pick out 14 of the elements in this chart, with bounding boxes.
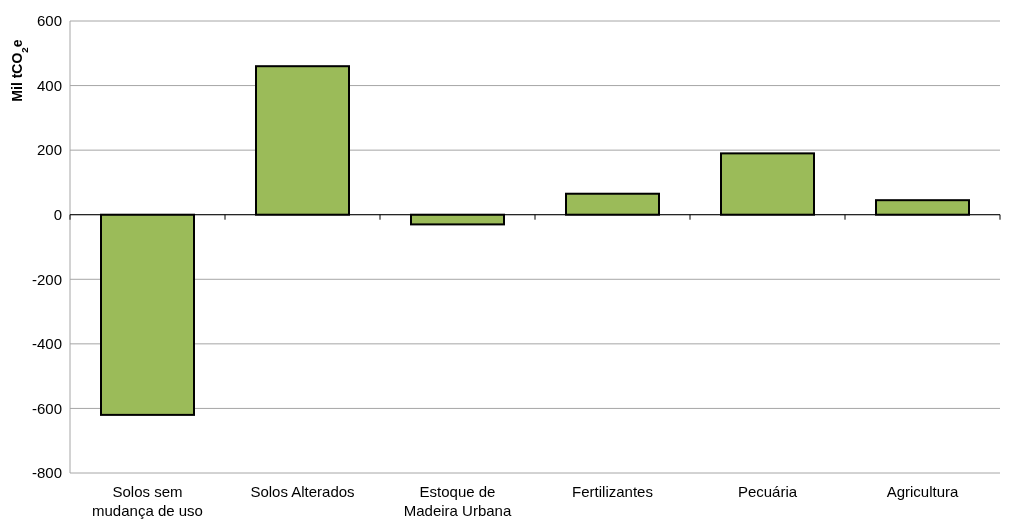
x-tick-label: Pecuária (737, 483, 798, 500)
y-tick-label: -200 (31, 270, 62, 288)
y-tick-label: 400 (36, 76, 62, 94)
y-tick-label: 600 (36, 12, 62, 30)
x-tick-label: Agricultura (886, 483, 959, 500)
y-tick-label: -400 (31, 335, 62, 353)
y-tick-label: 0 (53, 205, 62, 223)
x-tick-label: Estoque de Madeira Urbana (403, 483, 512, 519)
x-tick-label: Fertilizantes (572, 483, 653, 500)
x-tick-label: Solos sem mudança de uso (92, 483, 203, 519)
y-tick-label: -600 (31, 399, 62, 417)
y-tick-label: 200 (36, 141, 62, 159)
y-tick-label: -800 (31, 464, 62, 482)
x-tick-label: Solos Alterados (250, 483, 355, 500)
